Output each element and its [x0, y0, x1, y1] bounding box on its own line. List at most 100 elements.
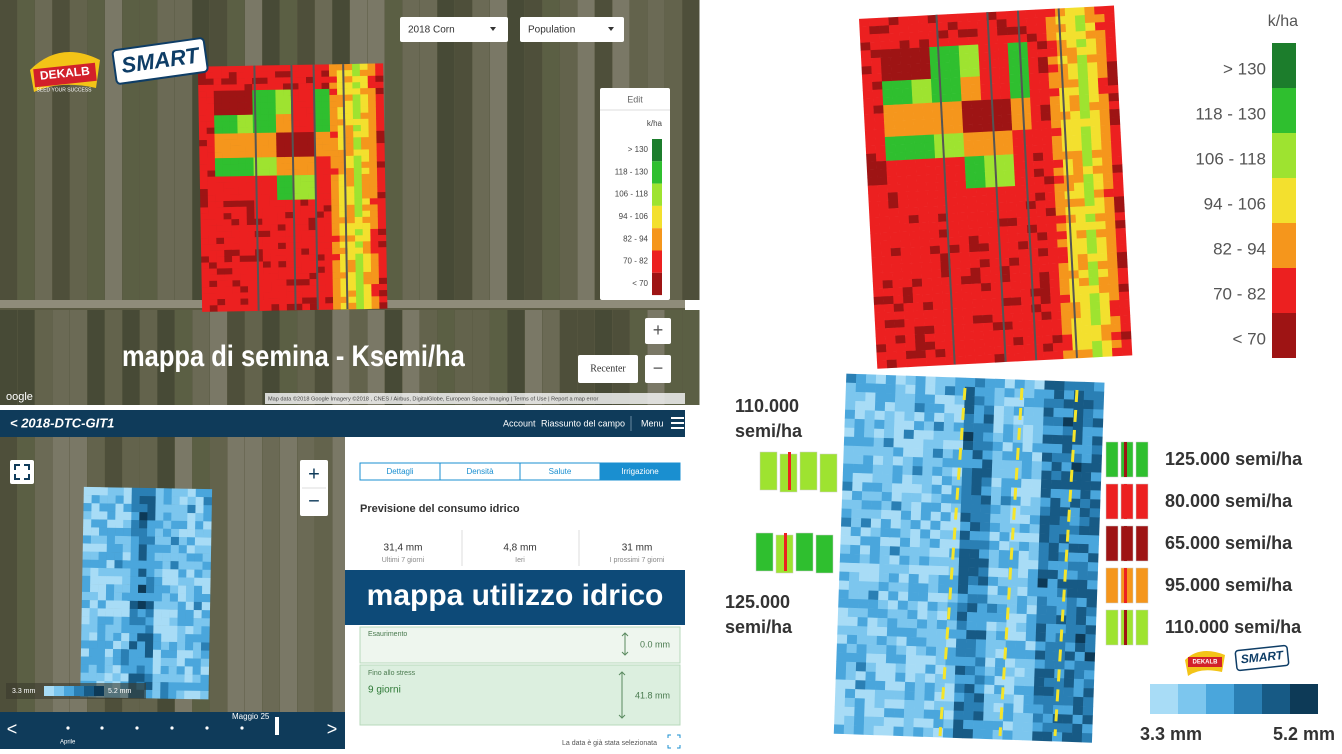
field-cell	[973, 147, 985, 157]
field-cell	[1046, 215, 1057, 225]
water-cell	[1001, 469, 1013, 479]
tab-label[interactable]: Salute	[549, 467, 572, 476]
zoom-out[interactable]: −	[645, 355, 671, 383]
water-cell	[903, 447, 914, 458]
edit-button[interactable]: Edit	[627, 94, 643, 104]
field-cell	[330, 149, 339, 157]
water-cell	[956, 620, 968, 631]
field-cell	[306, 89, 315, 96]
field-cell	[1071, 317, 1082, 327]
tab-label[interactable]: Dettagli	[386, 467, 413, 476]
tab-label[interactable]: Densità	[466, 467, 494, 476]
water-cell	[1076, 606, 1087, 617]
field-cell	[314, 125, 323, 133]
field-cell	[1045, 24, 1057, 34]
water-cell	[1071, 462, 1082, 473]
water-cell	[129, 625, 138, 634]
field-cell	[951, 284, 963, 294]
water-cells	[80, 486, 213, 700]
field-cell	[377, 210, 386, 217]
water-cell	[80, 672, 89, 682]
field-strip	[367, 310, 385, 405]
field-cell	[974, 346, 985, 356]
field-cell	[1056, 223, 1067, 232]
water-cell	[869, 545, 881, 556]
water-cell	[1049, 524, 1060, 535]
field-cell	[1052, 151, 1064, 161]
field-cell	[962, 307, 974, 317]
field-cell	[323, 205, 332, 212]
timeline-cursor[interactable]	[275, 717, 279, 735]
nav-link[interactable]: Riassunto del campo	[541, 418, 625, 428]
field-cell	[369, 179, 378, 187]
nav-link[interactable]: Menu	[641, 418, 664, 428]
field-cell	[993, 138, 1004, 148]
water-cell	[991, 459, 1003, 470]
field-cell	[314, 95, 323, 102]
field-cell	[941, 85, 952, 95]
field-cell	[978, 51, 990, 61]
water-cell	[91, 511, 100, 520]
water-cell	[845, 382, 857, 393]
zoom-out-label[interactable]: −	[653, 358, 664, 378]
nav-link[interactable]: Account	[503, 418, 536, 428]
field-cell	[378, 265, 387, 273]
depletion-value: 0.0 mm	[640, 639, 670, 649]
water-cell	[201, 618, 210, 627]
water-cell	[155, 504, 164, 513]
zoom-in-label[interactable]: +	[653, 320, 664, 340]
water-cell	[1034, 677, 1045, 688]
water-cell	[129, 616, 138, 626]
field-cell	[996, 19, 1008, 28]
field-cell	[330, 174, 339, 182]
field-cell	[305, 76, 315, 84]
water-cell	[155, 512, 164, 521]
menu-icon[interactable]	[671, 417, 684, 429]
dropdown[interactable]: Population	[520, 17, 624, 42]
timeline-next[interactable]: >	[327, 719, 338, 739]
field-cell	[375, 75, 384, 83]
back-link[interactable]: < 2018-DTC-GIT1	[10, 415, 114, 430]
water-cell	[120, 649, 130, 658]
water-cell	[977, 585, 989, 595]
tab[interactable]	[599, 462, 681, 481]
recenter-label[interactable]: Recenter	[590, 363, 626, 374]
field-cell	[969, 68, 981, 78]
tab-label[interactable]: Irrigazione	[621, 467, 659, 476]
field-cell	[237, 102, 246, 110]
expand-icon[interactable]	[667, 734, 681, 749]
dropdown[interactable]: 2018 Corn	[400, 17, 508, 42]
field-cell	[263, 292, 272, 299]
field-cell	[1073, 174, 1084, 184]
zoom-in[interactable]: +	[308, 463, 320, 485]
water-cell	[1079, 525, 1090, 536]
field-cell	[308, 217, 317, 225]
dropdown-label[interactable]: Population	[528, 25, 575, 36]
field-cell	[267, 102, 277, 109]
zoom-out[interactable]: −	[308, 490, 320, 512]
field-cell	[918, 214, 929, 224]
water-cell	[844, 409, 856, 420]
field-strip	[70, 310, 87, 405]
field-cell	[361, 155, 370, 163]
fullscreen-button[interactable]	[10, 460, 34, 484]
water-cell	[1050, 488, 1062, 499]
row-gap	[1057, 8, 1078, 359]
field-cell	[360, 88, 369, 95]
field-cell	[214, 139, 223, 147]
field-cell	[1062, 342, 1074, 352]
water-cell	[178, 569, 187, 578]
field-cell	[1119, 299, 1130, 309]
water-cell	[1052, 425, 1064, 436]
field-cell	[1097, 252, 1108, 262]
water-cell	[81, 591, 91, 601]
zoom-in[interactable]: +	[645, 318, 671, 344]
field-cell	[213, 90, 222, 98]
water-cell	[1022, 424, 1034, 435]
recenter-button[interactable]: Recenter	[578, 355, 638, 383]
field-cell	[331, 235, 341, 243]
dropdown-label[interactable]: 2018 Corn	[408, 25, 455, 36]
timeline-prev[interactable]: <	[7, 719, 18, 739]
water-cell	[1061, 471, 1072, 481]
water-cell	[982, 441, 994, 452]
